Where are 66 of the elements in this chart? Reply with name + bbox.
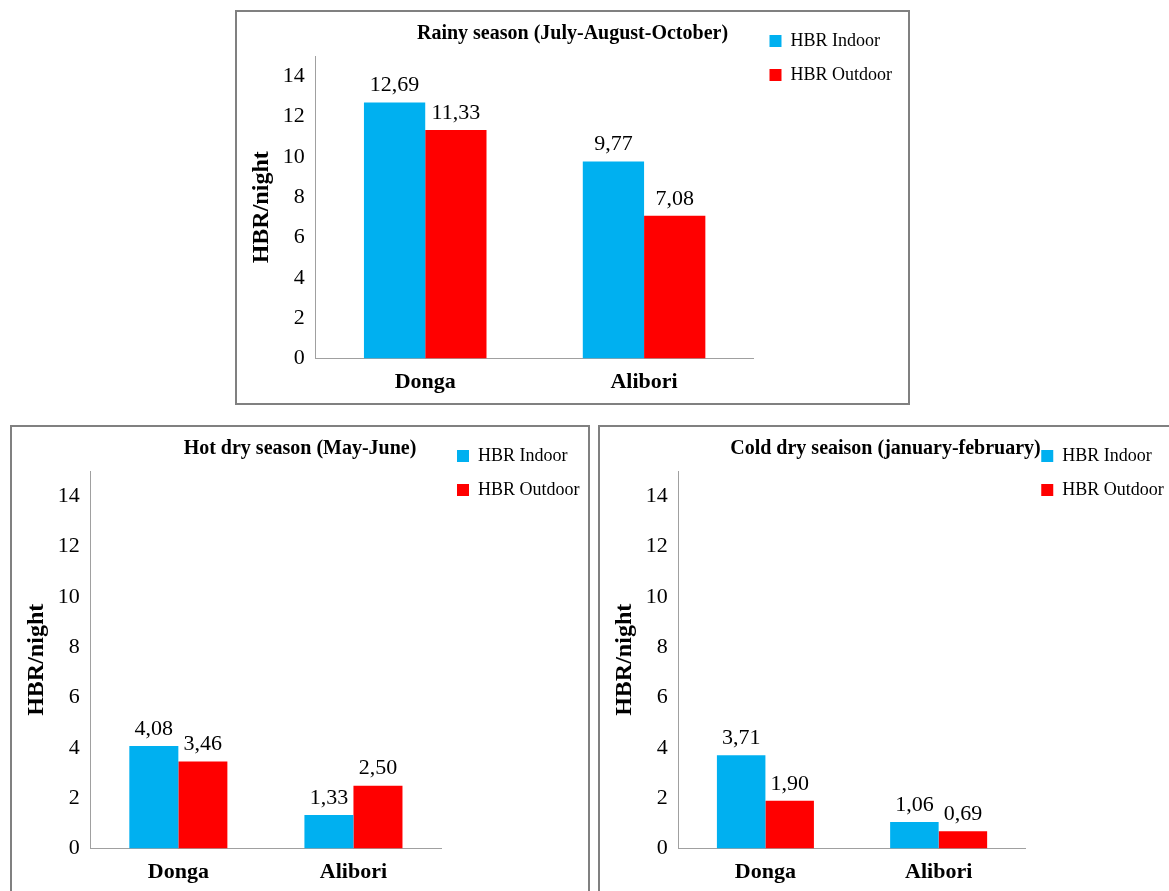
bar (425, 130, 487, 359)
y-tick-label: 8 (656, 632, 668, 658)
legend-label: HBR Indoor (790, 29, 880, 50)
y-tick-label: 12 (282, 102, 305, 128)
y-tick-label: 0 (656, 834, 668, 860)
data-label: 1,06 (895, 790, 934, 816)
bar (644, 215, 706, 359)
bar (582, 161, 645, 359)
data-label: 11,33 (431, 98, 481, 124)
y-tick-label: 6 (293, 223, 305, 249)
x-tick-label: Alibori (905, 858, 973, 884)
y-tick-label: 8 (293, 182, 305, 208)
data-label: 1,90 (770, 769, 809, 795)
y-tick-label: 12 (645, 532, 668, 558)
legend-label: HBR Outdoor (790, 63, 893, 84)
bar (178, 761, 228, 849)
y-tick-label: 0 (293, 344, 305, 370)
chart-title: Hot dry season (May-June) (183, 436, 417, 460)
data-label: 2,50 (358, 754, 398, 780)
data-label: 7,08 (655, 184, 694, 210)
y-tick-label: 14 (645, 481, 668, 507)
data-label: 3,71 (721, 723, 761, 749)
chart-title: Rainy season (July-August-October) (416, 21, 729, 45)
y-tick-label: 2 (68, 784, 80, 810)
y-tick-label: 4 (656, 733, 668, 759)
y-tick-label: 14 (57, 481, 80, 507)
y-axis-title: HBR/night (21, 603, 48, 716)
y-tick-label: 12 (57, 532, 80, 558)
legend-label: HBR Outdoor (1062, 478, 1164, 499)
y-tick-label: 10 (645, 582, 668, 608)
y-tick-label: 8 (68, 632, 80, 658)
y-tick-label: 6 (68, 683, 80, 709)
bar (716, 755, 766, 849)
x-tick-label: Donga (734, 858, 796, 884)
bar (765, 800, 814, 849)
y-tick-label: 2 (293, 304, 305, 330)
legend-label: HBR Indoor (1062, 444, 1152, 465)
y-axis-title: HBR/night (609, 603, 636, 716)
bar (353, 785, 403, 849)
y-axis-title: HBR/night (246, 151, 273, 264)
y-tick-label: 4 (293, 263, 305, 289)
data-label: 12,69 (369, 71, 420, 97)
chart-title: Cold dry seaison (january-february) (730, 436, 1041, 460)
legend-label: HBR Indoor (478, 444, 568, 465)
data-label: 0,69 (943, 800, 983, 826)
x-tick-label: Donga (394, 368, 456, 394)
data-label: 4,08 (134, 714, 174, 740)
data-label: 3,46 (183, 730, 223, 756)
data-label: 1,33 (309, 783, 349, 809)
legend-label: HBR Outdoor (478, 478, 580, 499)
y-tick-label: 14 (282, 61, 305, 87)
bar (129, 745, 179, 849)
y-tick-label: 10 (57, 582, 80, 608)
bar (938, 831, 988, 849)
y-tick-label: 0 (68, 834, 80, 860)
bar (363, 102, 426, 359)
x-tick-label: Donga (147, 858, 209, 884)
x-tick-label: Alibori (319, 858, 388, 884)
bar (304, 815, 354, 849)
y-tick-label: 2 (656, 784, 668, 810)
y-tick-label: 6 (656, 683, 668, 709)
data-label: 9,77 (594, 130, 633, 156)
y-tick-label: 4 (68, 733, 80, 759)
y-tick-label: 10 (282, 142, 305, 168)
bar (890, 821, 939, 849)
x-tick-label: Alibori (610, 368, 678, 394)
